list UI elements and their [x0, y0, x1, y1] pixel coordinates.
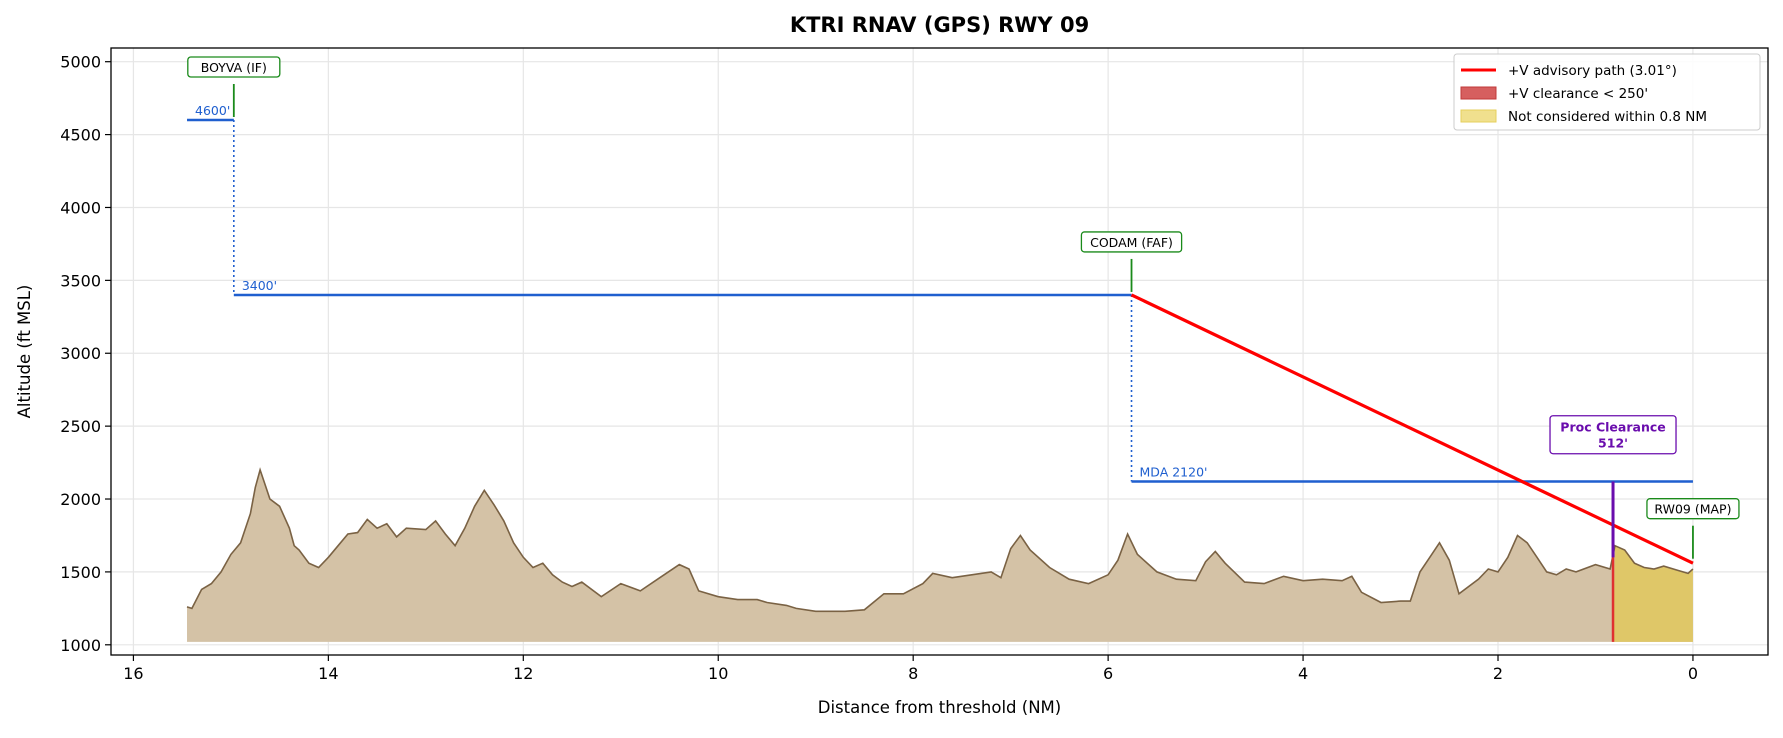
y-tick-label: 4500 [60, 126, 101, 145]
chart-title: KTRI RNAV (GPS) RWY 09 [790, 13, 1089, 37]
terrain-area [187, 469, 1693, 642]
fix-label: BOYVA (IF) [201, 60, 267, 75]
legend-label: +V clearance < 250' [1508, 86, 1648, 102]
proc-clearance-box [1549, 415, 1677, 455]
legend: +V advisory path (3.01°) +V clearance < 2… [1453, 53, 1761, 131]
fix-label-box [1080, 231, 1183, 253]
not-considered-area [1613, 545, 1693, 642]
y-tick-label: 3000 [60, 344, 101, 363]
x-tick-label: 2 [1493, 664, 1503, 683]
segment-label-mda: MDA 2120' [1140, 465, 1208, 480]
x-tick-label: 8 [908, 664, 918, 683]
segment-label-4600: 4600' [195, 103, 230, 118]
legend-label: Not considered within 0.8 NM [1508, 109, 1707, 125]
fix-label-box [187, 56, 281, 78]
x-tick-label: 4 [1298, 664, 1308, 683]
fix-label: RW09 (MAP) [1654, 502, 1731, 517]
y-tick-label: 4000 [60, 198, 101, 217]
plot-frame [110, 47, 1769, 656]
legend-label: +V advisory path (3.01°) [1508, 63, 1677, 79]
x-tick-label: 14 [318, 664, 338, 683]
y-tick-label: 5000 [60, 53, 101, 72]
y-tick-label: 2500 [60, 417, 101, 436]
x-tick-label: 10 [708, 664, 728, 683]
segment-label-3400: 3400' [242, 278, 277, 293]
y-tick-label: 1500 [60, 563, 101, 582]
x-tick-label: 0 [1688, 664, 1698, 683]
y-axis-label: Altitude (ft MSL) [15, 285, 34, 419]
terrain-outline [186, 467, 1694, 613]
legend-box [1453, 53, 1761, 131]
proc-clearance-title: Proc Clearance [1560, 420, 1665, 435]
x-tick-label: 6 [1103, 664, 1113, 683]
x-tick-label: 12 [513, 664, 533, 683]
x-tick-label: 16 [123, 664, 143, 683]
legend-swatch-patch [1460, 109, 1497, 123]
legend-swatch-patch [1460, 86, 1497, 100]
fix-label-box [1646, 498, 1740, 520]
fix-label: CODAM (FAF) [1090, 235, 1173, 250]
y-tick-label: 3500 [60, 271, 101, 290]
advisory-path-line [1130, 293, 1694, 565]
x-axis-label: Distance from threshold (NM) [818, 698, 1061, 717]
y-tick-label: 1000 [60, 636, 101, 655]
proc-clearance-value: 512' [1598, 436, 1628, 451]
y-tick-label: 2000 [60, 490, 101, 509]
